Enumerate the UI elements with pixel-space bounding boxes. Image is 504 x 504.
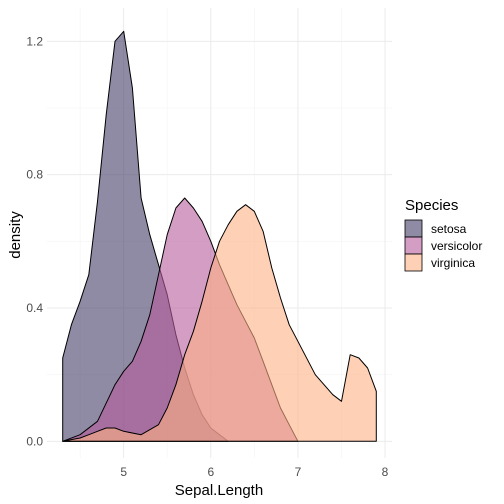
legend-key-versicolor <box>404 236 423 255</box>
y-axis-title: density <box>7 211 24 259</box>
legend-label-virginica: virginica <box>431 256 475 270</box>
legend: Species setosa versicolor virginica <box>404 197 482 272</box>
legend-title: Species <box>405 197 458 214</box>
y-tick-label: 0.8 <box>26 168 43 182</box>
legend-key-setosa <box>404 219 423 238</box>
x-tick-label: 7 <box>295 465 302 479</box>
x-tick-label: 8 <box>382 465 389 479</box>
y-tick-label: 1.2 <box>26 34 43 48</box>
y-axis-ticks: 0.0 0.4 0.8 1.2 <box>26 34 43 448</box>
y-tick-label: 0.4 <box>26 301 43 315</box>
x-tick-label: 6 <box>207 465 214 479</box>
x-tick-label: 5 <box>120 465 127 479</box>
density-areas <box>62 30 377 442</box>
y-tick-label: 0.0 <box>26 434 43 448</box>
legend-key-virginica <box>404 253 423 272</box>
legend-label-versicolor: versicolor <box>431 239 482 253</box>
x-axis-ticks: 5 6 7 8 <box>120 465 388 479</box>
legend-label-setosa: setosa <box>431 222 467 236</box>
density-area-virginica <box>62 204 377 442</box>
x-axis-title: Sepal.Length <box>175 482 263 499</box>
legend-items: setosa versicolor virginica <box>404 219 482 272</box>
